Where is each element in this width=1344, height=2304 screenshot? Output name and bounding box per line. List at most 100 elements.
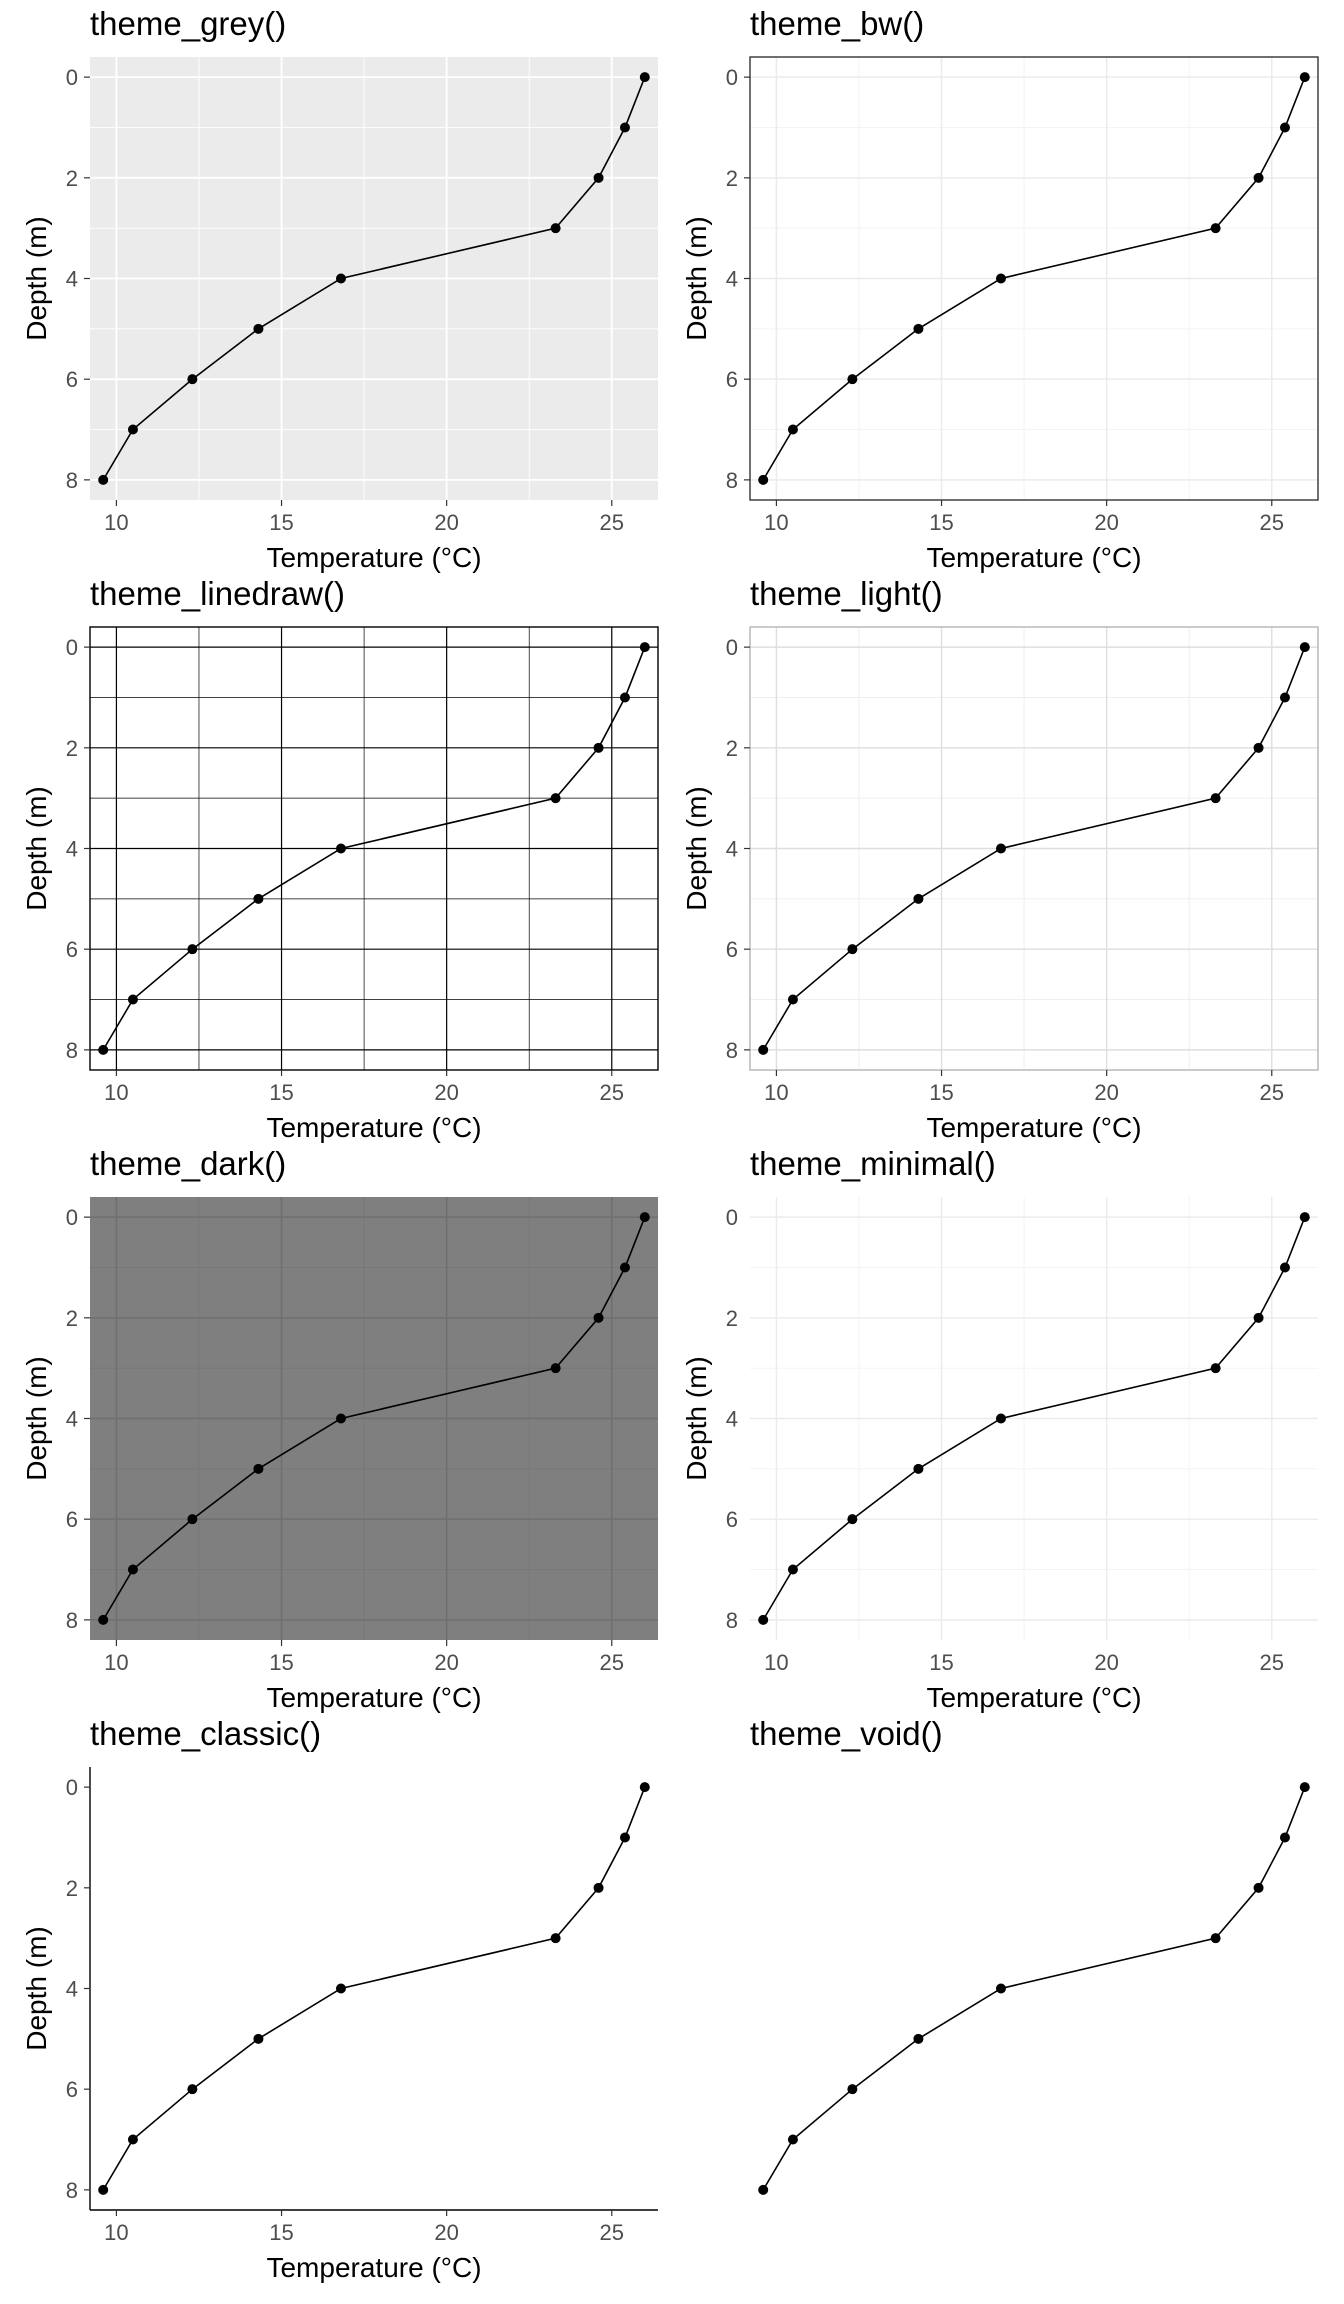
data-point xyxy=(187,374,198,385)
data-point xyxy=(758,1614,769,1625)
panel-bw: theme_bw() 10 15 20 25 0 2 4 6 8 Temperature (°C) D… xyxy=(681,5,1319,573)
x-tick-label: 15 xyxy=(269,2220,293,2245)
panel-title: theme_bw() xyxy=(750,5,924,42)
data-point xyxy=(335,1983,346,1994)
y-tick-label: 4 xyxy=(66,267,78,292)
x-tick-label: 10 xyxy=(764,1080,788,1105)
y-tick-label: 6 xyxy=(726,937,738,962)
x-tick-label: 15 xyxy=(269,1080,293,1105)
data-point xyxy=(1253,1312,1264,1323)
data-point xyxy=(758,2184,769,2195)
panel-title: theme_light() xyxy=(750,575,943,612)
data-point xyxy=(787,2134,798,2145)
x-tick-label: 10 xyxy=(764,1650,788,1675)
y-tick-label: 8 xyxy=(66,1608,78,1633)
data-point xyxy=(1299,72,1310,83)
data-point xyxy=(127,424,138,435)
data-point xyxy=(1253,172,1264,183)
data-point xyxy=(550,223,561,234)
y-tick-label: 8 xyxy=(66,468,78,493)
panel-light: theme_light() 10 15 20 25 0 2 4 6 8 Temperature (°… xyxy=(681,575,1319,1143)
data-point xyxy=(1279,122,1290,133)
panel-dark: theme_dark() 10 15 20 25 0 2 4 6 8 Temperature (°C… xyxy=(21,1145,658,1713)
panel-title: theme_grey() xyxy=(90,5,286,42)
x-tick-label: 20 xyxy=(1094,1080,1118,1105)
y-tick-label: 8 xyxy=(726,1608,738,1633)
data-point xyxy=(593,742,604,753)
x-tick-label: 10 xyxy=(764,510,788,535)
x-tick-label: 20 xyxy=(1094,1650,1118,1675)
data-point xyxy=(995,1413,1006,1424)
x-tick-label: 25 xyxy=(1260,1650,1284,1675)
data-point xyxy=(253,893,264,904)
y-tick-label: 6 xyxy=(66,367,78,392)
y-tick-label: 6 xyxy=(726,367,738,392)
x-tick-label: 25 xyxy=(600,2220,624,2245)
data-point xyxy=(98,474,109,485)
y-tick-label: 0 xyxy=(66,1205,78,1230)
x-tick-label: 25 xyxy=(600,510,624,535)
y-tick-label: 4 xyxy=(66,837,78,862)
y-axis-title: Depth (m) xyxy=(21,1926,52,2050)
y-axis-title: Depth (m) xyxy=(681,786,712,910)
data-point xyxy=(253,323,264,334)
data-point xyxy=(995,1983,1006,1994)
data-point xyxy=(787,994,798,1005)
data-point xyxy=(847,2084,858,2095)
data-point xyxy=(253,1463,264,1474)
y-tick-label: 0 xyxy=(726,65,738,90)
data-point xyxy=(619,122,630,133)
x-tick-label: 10 xyxy=(104,1650,128,1675)
data-point xyxy=(335,273,346,284)
y-axis-title: Depth (m) xyxy=(681,1356,712,1480)
y-tick-label: 2 xyxy=(726,736,738,761)
data-point xyxy=(758,1044,769,1055)
panel-void: theme_void() xyxy=(750,1715,1310,2195)
data-point xyxy=(913,323,924,334)
data-point xyxy=(787,424,798,435)
x-tick-label: 20 xyxy=(434,1080,458,1105)
data-point xyxy=(758,474,769,485)
panel-title: theme_void() xyxy=(750,1715,943,1752)
x-tick-label: 20 xyxy=(1094,510,1118,535)
y-tick-label: 2 xyxy=(726,1306,738,1331)
y-tick-label: 8 xyxy=(66,1038,78,1063)
data-point xyxy=(593,1312,604,1323)
y-tick-label: 2 xyxy=(726,166,738,191)
data-point xyxy=(1299,642,1310,653)
data-point xyxy=(1299,1782,1310,1793)
data-point xyxy=(913,2033,924,2044)
y-tick-label: 8 xyxy=(66,2178,78,2203)
data-point xyxy=(550,1363,561,1374)
x-tick-label: 15 xyxy=(929,510,953,535)
x-tick-label: 25 xyxy=(1260,510,1284,535)
data-point xyxy=(847,374,858,385)
data-point xyxy=(639,1212,650,1223)
x-tick-label: 20 xyxy=(434,1650,458,1675)
y-axis-title: Depth (m) xyxy=(21,216,52,340)
data-point xyxy=(639,72,650,83)
y-axis-title: Depth (m) xyxy=(21,786,52,910)
x-tick-label: 15 xyxy=(269,1650,293,1675)
data-point xyxy=(639,642,650,653)
data-point xyxy=(1279,1832,1290,1843)
y-tick-label: 6 xyxy=(66,2077,78,2102)
data-point xyxy=(619,692,630,703)
y-tick-label: 6 xyxy=(726,1507,738,1532)
series-line xyxy=(762,1786,1306,2191)
y-tick-label: 2 xyxy=(66,166,78,191)
y-tick-label: 4 xyxy=(66,1977,78,2002)
data-point xyxy=(127,1564,138,1575)
x-tick-label: 15 xyxy=(929,1080,953,1105)
panel-title: theme_minimal() xyxy=(750,1145,996,1182)
x-axis-title: Temperature (°C) xyxy=(266,1112,481,1143)
data-point xyxy=(98,1044,109,1055)
data-point xyxy=(847,944,858,955)
panel-classic: theme_classic() 10 15 20 25 0 2 4 6 8 Temperature … xyxy=(21,1715,658,2283)
y-tick-label: 4 xyxy=(726,837,738,862)
panel-linedraw: theme_linedraw() 10 15 20 25 0 2 4 6 8 Temperature… xyxy=(21,575,659,1143)
y-tick-label: 4 xyxy=(726,267,738,292)
y-tick-label: 0 xyxy=(726,1205,738,1230)
data-point xyxy=(995,843,1006,854)
